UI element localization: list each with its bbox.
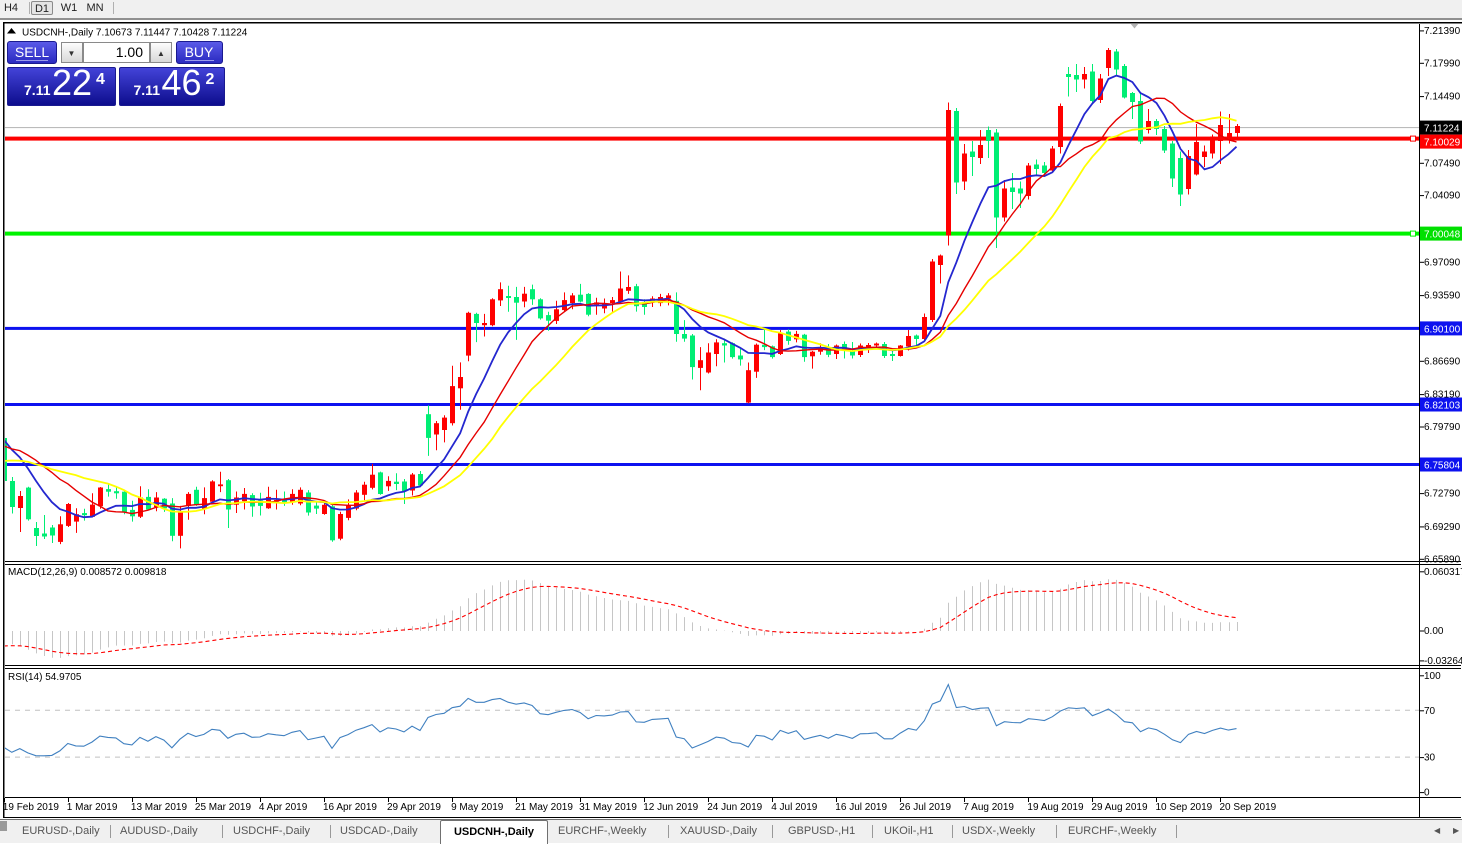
- svg-text:7.07490: 7.07490: [1424, 158, 1461, 169]
- svg-text:1 Mar 2019: 1 Mar 2019: [67, 802, 118, 813]
- svg-text:4 Apr 2019: 4 Apr 2019: [259, 802, 308, 813]
- svg-text:16 Apr 2019: 16 Apr 2019: [323, 802, 377, 813]
- svg-text:7 Aug 2019: 7 Aug 2019: [963, 802, 1014, 813]
- svg-text:0.00: 0.00: [1424, 626, 1444, 637]
- svg-text:6.75804: 6.75804: [1424, 460, 1461, 471]
- svg-text:6.69290: 6.69290: [1424, 522, 1461, 533]
- svg-text:70: 70: [1424, 706, 1436, 717]
- svg-text:29 Apr 2019: 29 Apr 2019: [387, 802, 441, 813]
- svg-text:21 May 2019: 21 May 2019: [515, 802, 573, 813]
- svg-text:100: 100: [1424, 671, 1441, 682]
- svg-text:9 May 2019: 9 May 2019: [451, 802, 504, 813]
- svg-text:6.93590: 6.93590: [1424, 291, 1461, 302]
- svg-text:24 Jun 2019: 24 Jun 2019: [707, 802, 762, 813]
- svg-text:6.82103: 6.82103: [1424, 400, 1461, 411]
- svg-text:6.90100: 6.90100: [1424, 324, 1461, 335]
- svg-text:0.060317: 0.060317: [1424, 567, 1462, 578]
- svg-text:13 Mar 2019: 13 Mar 2019: [131, 802, 188, 813]
- svg-text:6.83190: 6.83190: [1424, 390, 1461, 401]
- svg-text:30: 30: [1424, 753, 1436, 764]
- svg-text:USDCNH-,Daily 7.10673 7.11447: USDCNH-,Daily 7.10673 7.11447 7.10428 7.…: [22, 28, 248, 39]
- svg-text:RSI(14) 54.9705: RSI(14) 54.9705: [8, 672, 82, 683]
- svg-text:7.00048: 7.00048: [1424, 230, 1461, 241]
- svg-text:6.86690: 6.86690: [1424, 356, 1461, 367]
- svg-text:7.14490: 7.14490: [1424, 92, 1461, 103]
- svg-text:19 Aug 2019: 19 Aug 2019: [1027, 802, 1084, 813]
- svg-text:29 Aug 2019: 29 Aug 2019: [1091, 802, 1148, 813]
- svg-text:7.21390: 7.21390: [1424, 26, 1461, 37]
- svg-text:7.04090: 7.04090: [1424, 191, 1461, 202]
- svg-text:16 Jul 2019: 16 Jul 2019: [835, 802, 887, 813]
- svg-text:31 May 2019: 31 May 2019: [579, 802, 637, 813]
- svg-text:12 Jun 2019: 12 Jun 2019: [643, 802, 698, 813]
- svg-text:25 Mar 2019: 25 Mar 2019: [195, 802, 252, 813]
- svg-text:-0.032648: -0.032648: [1424, 656, 1462, 667]
- svg-text:6.79790: 6.79790: [1424, 422, 1461, 433]
- svg-text:20 Sep 2019: 20 Sep 2019: [1220, 802, 1277, 813]
- svg-text:26 Jul 2019: 26 Jul 2019: [899, 802, 951, 813]
- svg-text:4 Jul 2019: 4 Jul 2019: [771, 802, 818, 813]
- svg-text:19 Feb 2019: 19 Feb 2019: [3, 802, 60, 813]
- svg-text:6.72790: 6.72790: [1424, 489, 1461, 500]
- svg-text:0: 0: [1424, 788, 1430, 799]
- svg-text:7.10029: 7.10029: [1424, 138, 1461, 149]
- svg-text:6.97090: 6.97090: [1424, 257, 1461, 268]
- svg-text:7.11224: 7.11224: [1424, 124, 1460, 135]
- svg-text:7.17990: 7.17990: [1424, 58, 1461, 69]
- svg-text:10 Sep 2019: 10 Sep 2019: [1156, 802, 1213, 813]
- svg-text:MACD(12,26,9) 0.008572 0.00981: MACD(12,26,9) 0.008572 0.009818: [8, 567, 167, 578]
- svg-text:6.65890: 6.65890: [1424, 554, 1461, 565]
